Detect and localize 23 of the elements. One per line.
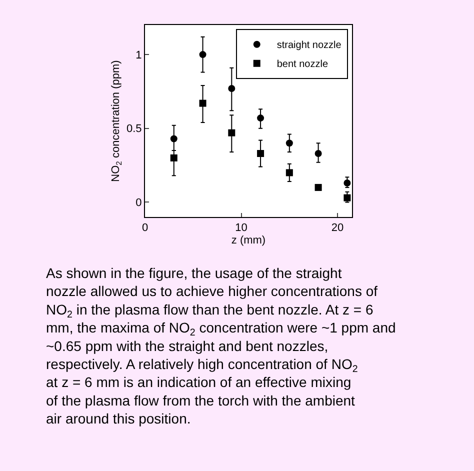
legend-label: straight nozzle [276, 40, 342, 52]
y-tick-label: 0.5 [126, 123, 142, 136]
y-tick-label: 0 [136, 197, 142, 210]
x-tick-label: 10 [235, 222, 248, 234]
point [314, 150, 322, 157]
point [199, 51, 206, 58]
point [314, 184, 322, 191]
point [286, 169, 293, 176]
point [286, 140, 293, 147]
point [257, 114, 264, 122]
point [344, 180, 351, 187]
point [199, 100, 206, 107]
point [170, 154, 178, 162]
point [228, 129, 236, 136]
x-tick-label: 20 [331, 222, 344, 234]
x-axis-title: z (mm) [231, 234, 266, 246]
text: As shown in the figure, the usage of the straight nozzle allowed us to achieve higher concentrations of NO$_{2}$ in the plasma flow than the bent nozzle. At z = 6 mm, the maxima of NO$_{2}$ concentration were ~1 ppm and ~0.65 ppm with the straight and bent nozzles, respectively. A relatively high concentration of NO$_{2}$ at z = 6 mm is an indication of an effective mixing of the plasma flow from the torch with the ambient air around this position. [46, 265, 396, 427]
point [228, 85, 236, 92]
point [344, 194, 351, 202]
legend-label: bent nozzle [276, 59, 328, 70]
y-tick-label: 1 [136, 49, 142, 62]
point [170, 135, 178, 142]
point [257, 150, 264, 157]
